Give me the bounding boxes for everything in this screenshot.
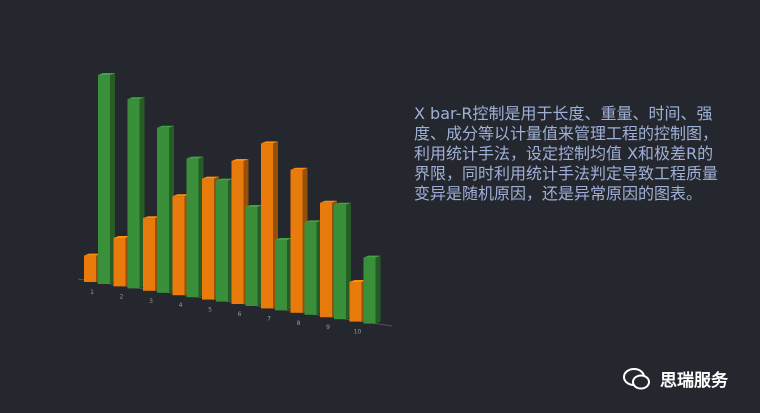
brand-name: 思瑞服务 (660, 371, 728, 391)
brand: 思瑞服务 (622, 366, 728, 391)
bar-top (202, 176, 219, 179)
bar (245, 207, 258, 306)
bar-top (334, 202, 351, 205)
bar-top (113, 236, 131, 238)
bar (290, 169, 303, 313)
bar (98, 75, 110, 284)
bar-top (349, 280, 367, 282)
bar (363, 257, 376, 324)
bar-top (320, 200, 337, 203)
bar (143, 218, 155, 291)
bar-side (110, 73, 115, 284)
x-tick-label: 10 (354, 329, 362, 336)
bar (172, 196, 185, 296)
bar (261, 143, 273, 309)
x-tick-label: 2 (120, 293, 124, 300)
bar-top (290, 167, 308, 170)
bar-top (245, 205, 263, 207)
bar-side (375, 255, 381, 324)
bar (349, 282, 362, 322)
wechat-icon (623, 367, 650, 389)
bar (113, 238, 126, 287)
bar (231, 161, 244, 304)
x-tick-label: 7 (267, 315, 271, 322)
bar (304, 222, 317, 315)
x-tick-label: 9 (326, 324, 330, 331)
bar-top (304, 220, 322, 223)
bar (157, 127, 169, 293)
bar (275, 240, 287, 311)
bar-top (363, 255, 381, 258)
description: X bar-R控制是用于长度、重量、时间、强度、成分等以计量值来管理工程的控制图… (414, 104, 719, 203)
x-tick-label: 3 (149, 298, 153, 305)
bar-top (261, 141, 278, 144)
x-tick-label: 1 (90, 289, 94, 296)
x-tick-label: 6 (238, 311, 242, 318)
bar (127, 99, 140, 289)
bar-top (172, 194, 190, 197)
bar (84, 255, 96, 282)
bar-top (84, 253, 101, 256)
bar (186, 158, 199, 298)
bar (320, 202, 332, 318)
x-tick-label: 4 (179, 302, 183, 309)
bar-top (216, 178, 233, 181)
bar-top (157, 125, 174, 128)
bar (216, 180, 228, 302)
bar-top (127, 97, 145, 100)
bar (334, 204, 346, 320)
bar-top (98, 73, 115, 75)
bar-top (186, 156, 204, 159)
x-tick-label: 8 (297, 320, 301, 327)
bar-top (231, 159, 249, 161)
bar (202, 178, 214, 300)
bar-top (275, 238, 292, 240)
bar-top (143, 216, 160, 219)
x-tick-label: 5 (208, 307, 212, 314)
